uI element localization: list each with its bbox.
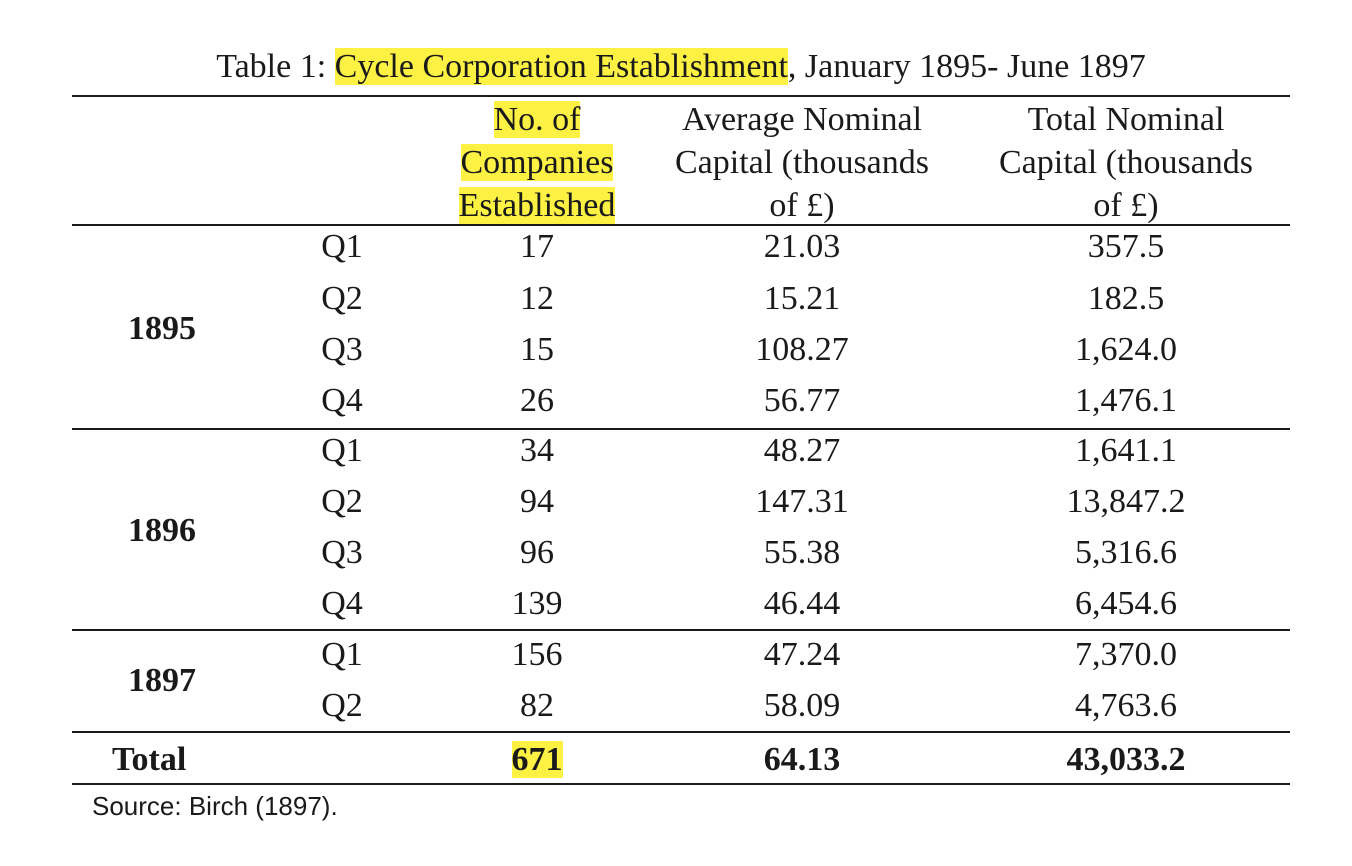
- header-total-line: Total Nominal: [1027, 101, 1225, 138]
- avg-capital-cell: 108.27: [755, 331, 849, 368]
- header-rule: [72, 224, 1290, 226]
- group-rule: [72, 629, 1290, 631]
- companies-cell: 12: [520, 280, 554, 317]
- header-companies-line: Companies: [460, 144, 614, 181]
- header-companies-line: No. of: [493, 101, 581, 138]
- total-capital-cell: 1,624.0: [1075, 331, 1177, 368]
- quarter-cell: Q1: [321, 432, 363, 469]
- quarter-cell: Q2: [321, 280, 363, 317]
- quarter-cell: Q4: [321, 382, 363, 419]
- header-avg-line: Capital (thousands: [674, 144, 930, 181]
- total-capital-cell: 5,316.6: [1075, 534, 1177, 571]
- total-total-capital-cell: 43,033.2: [1066, 741, 1186, 778]
- quarter-cell: Q3: [321, 331, 363, 368]
- bottom-rule: [72, 783, 1290, 785]
- year-1897: 1897: [128, 662, 196, 699]
- caption-suffix: , January 1895- June 1897: [787, 48, 1146, 85]
- avg-capital-cell: 58.09: [763, 687, 841, 724]
- total-capital-cell: 1,476.1: [1075, 382, 1177, 419]
- avg-capital-cell: 21.03: [763, 228, 841, 265]
- header-avg-line: Average Nominal: [681, 101, 923, 138]
- header-total-line: of £): [1093, 187, 1159, 224]
- quarter-cell: Q1: [321, 228, 363, 265]
- top-rule: [72, 95, 1290, 97]
- avg-capital-cell: 55.38: [763, 534, 841, 571]
- source-note: Source: Birch (1897).: [92, 791, 338, 821]
- companies-cell: 26: [520, 382, 554, 419]
- total-avg-capital-cell: 64.13: [763, 741, 841, 778]
- header-total-line: Capital (thousands: [998, 144, 1254, 181]
- avg-capital-cell: 48.27: [763, 432, 841, 469]
- group-rule: [72, 428, 1290, 430]
- companies-cell: 17: [520, 228, 554, 265]
- total-capital-cell: 13,847.2: [1066, 483, 1186, 520]
- companies-cell: 156: [511, 636, 563, 673]
- avg-capital-cell: 147.31: [755, 483, 849, 520]
- avg-capital-cell: 56.77: [763, 382, 841, 419]
- companies-cell: 82: [520, 687, 554, 724]
- total-capital-cell: 4,763.6: [1075, 687, 1177, 724]
- total-companies-cell: 671: [432, 740, 642, 780]
- header-companies-line: Established: [458, 187, 616, 224]
- companies-cell: 94: [520, 483, 554, 520]
- year-1896: 1896: [128, 512, 196, 549]
- total-capital-cell: 357.5: [1087, 228, 1165, 265]
- year-1895: 1895: [128, 310, 196, 347]
- avg-capital-cell: 46.44: [763, 585, 841, 622]
- total-label: Total: [112, 741, 187, 778]
- companies-cell: 34: [520, 432, 554, 469]
- companies-cell: 15: [520, 331, 554, 368]
- companies-cell: 96: [520, 534, 554, 571]
- total-rule: [72, 731, 1290, 733]
- total-companies-value: 671: [511, 741, 563, 778]
- total-capital-cell: 1,641.1: [1075, 432, 1177, 469]
- total-capital-cell: 7,370.0: [1075, 636, 1177, 673]
- header-avg-line: of £): [769, 187, 835, 224]
- total-capital-cell: 6,454.6: [1075, 585, 1177, 622]
- quarter-cell: Q2: [321, 687, 363, 724]
- header-total-capital: Total Nominal Capital (thousands of £): [962, 98, 1290, 227]
- caption-highlight: Cycle Corporation Establishment: [334, 48, 788, 85]
- companies-cell: 139: [511, 585, 563, 622]
- total-capital-cell: 182.5: [1087, 280, 1165, 317]
- header-avg-capital: Average Nominal Capital (thousands of £): [642, 98, 962, 227]
- avg-capital-cell: 15.21: [763, 280, 841, 317]
- caption-prefix: Table 1:: [216, 48, 335, 85]
- table-caption: Table 1: Cycle Corporation Establishment…: [72, 47, 1290, 87]
- avg-capital-cell: 47.24: [763, 636, 841, 673]
- header-companies: No. of Companies Established: [432, 98, 642, 227]
- quarter-cell: Q4: [321, 585, 363, 622]
- quarter-cell: Q2: [321, 483, 363, 520]
- quarter-cell: Q1: [321, 636, 363, 673]
- quarter-cell: Q3: [321, 534, 363, 571]
